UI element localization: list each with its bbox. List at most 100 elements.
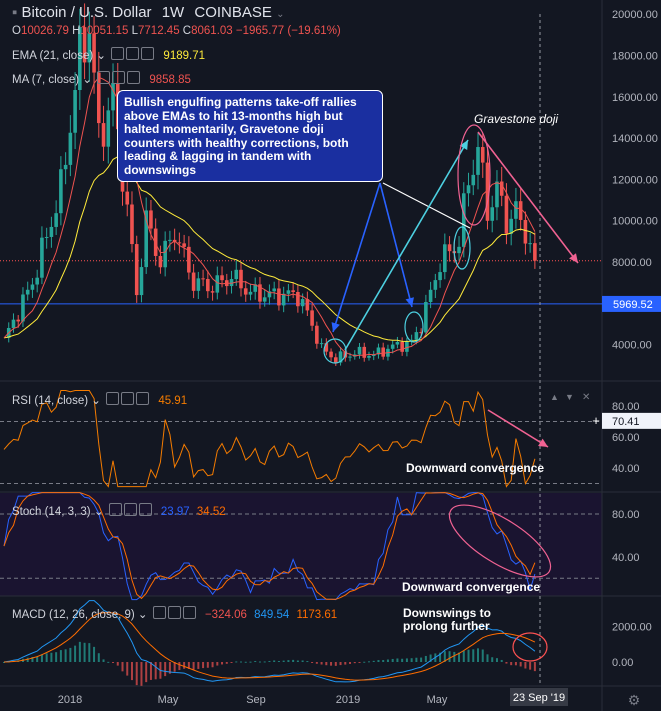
eye-icon[interactable] [108,503,122,516]
ema-line [3,156,536,342]
rsi-label: RSI (14, close) [12,395,89,407]
stoch-legend[interactable]: Stoch (14, 3, 3) ⌄ 23.97 34.52 [12,503,226,518]
chevron-down-icon[interactable]: ⌄ [91,395,101,407]
candle-body [291,290,295,292]
crosshair-plus-icon: + [592,413,600,428]
gear-icon: ⚙ [628,692,641,708]
close-icon[interactable] [182,606,196,619]
eye-icon[interactable] [97,71,111,84]
macd-legend[interactable]: MACD (12, 26, close, 9) ⌄ −324.06 849.54… [12,606,337,621]
chevron-down-icon[interactable]: ⌄ [93,506,104,518]
chevron-down-icon[interactable]: ⌄ [137,609,148,621]
candle-body [376,347,381,355]
eye-icon[interactable] [152,606,166,619]
candle-body [253,284,258,292]
callout-pointer [382,182,471,229]
macd-value-3: 1173.61 [296,609,338,621]
macd-histogram-bar [97,653,100,662]
macd-histogram-bar [140,662,143,686]
rsi-badge [602,412,661,429]
macd-histogram-bar [78,641,81,662]
arrow-blue-right [379,182,413,308]
candle-body [518,201,523,220]
macd-histogram-bar [74,645,77,662]
macd-histogram-bar [240,661,242,663]
ema-legend[interactable]: EMA (21, close) ⌄ 9189.71 [12,47,205,62]
macd-histogram-bar [211,662,214,668]
macd-histogram-bar [202,662,205,669]
close-icon[interactable] [138,503,152,516]
chevron-down-icon[interactable]: ⌄ [82,74,92,86]
stoch-d-line [3,492,536,600]
candle-body [504,195,509,234]
macd-histogram-bar [154,662,157,680]
macd-histogram-bar [254,661,257,663]
stoch-tick-label: 40.00 [612,552,640,564]
chevron-down-icon[interactable]: ⌄ [276,9,285,20]
settings-icon[interactable] [121,392,135,405]
ma-line [3,76,536,357]
symbol-title[interactable]: ▪ Bitcoin / U.S. Dollar 1W COINBASE ⌄ [12,4,284,21]
macd-histogram-bar [102,659,105,662]
macd-histogram-bar [320,662,323,665]
close-icon[interactable] [127,71,141,84]
macd-histogram-bar [206,662,209,668]
candle-body [206,279,210,292]
ellipse-stoch [448,504,552,578]
time-tick-label: 2018 [58,694,82,706]
rsi-tick-label: 80.00 [612,401,640,413]
settings-icon[interactable] [123,503,137,516]
settings-icon[interactable] [112,71,126,84]
macd-histogram-bar [55,652,58,662]
candle-body [447,244,452,252]
settings-icon[interactable] [167,606,181,619]
macd-histogram-bar [178,662,181,671]
rsi-note: Downward convergence [406,461,545,475]
candle-body [509,218,513,234]
chevron-down-icon[interactable]: ⌄ [96,50,107,62]
macd-histogram-bar [216,662,219,666]
macd-label: MACD (12, 26, close, 9) [12,609,135,621]
ma-legend[interactable]: MA (7, close) ⌄ 9858.85 [12,71,191,86]
macd-histogram-bar [415,657,418,662]
close-icon[interactable] [136,392,150,405]
eye-icon[interactable] [111,47,125,60]
candle-body [134,244,139,296]
macd-histogram-bar [529,662,532,670]
macd-histogram-bar [93,646,96,662]
candle-body [139,267,144,296]
candle-body [324,343,329,352]
candle-body [296,291,300,307]
macd-line [3,600,536,683]
macd-histogram-bar [197,662,200,669]
candle-body [334,357,338,363]
macd-histogram-bar [330,662,333,666]
price-badge-label: 5969.52 [613,299,653,311]
eye-icon[interactable] [106,392,120,405]
candle-body [30,284,35,290]
annotation-callout[interactable]: Bullish engulfing patterns take-off rall… [117,90,383,182]
macd-histogram-bar [495,658,498,662]
macd-histogram-bar [410,658,413,662]
candle-body [59,169,63,214]
circle-cyan-mid [404,311,424,343]
candle-body [187,246,191,273]
macd-value-2: 849.54 [254,609,290,621]
settings-icon[interactable] [126,47,140,60]
arrow-blue-right-head [405,297,414,307]
macd-histogram-bar [311,662,314,663]
candle-body [44,236,49,238]
macd-histogram-bar [458,652,461,662]
ma-label: MA (7, close) [12,74,80,86]
macd-histogram-bar [149,662,152,680]
macd-histogram-bar [50,652,53,662]
candle-body [229,279,234,287]
macd-histogram-bar [386,659,389,662]
macd-histogram-bar [135,662,138,686]
close-icon[interactable] [141,47,155,60]
candle-body [21,294,25,322]
candle-body [476,147,480,175]
macd-histogram-bar [306,661,309,663]
rsi-legend[interactable]: RSI (14, close) ⌄ 45.91 [12,392,187,407]
